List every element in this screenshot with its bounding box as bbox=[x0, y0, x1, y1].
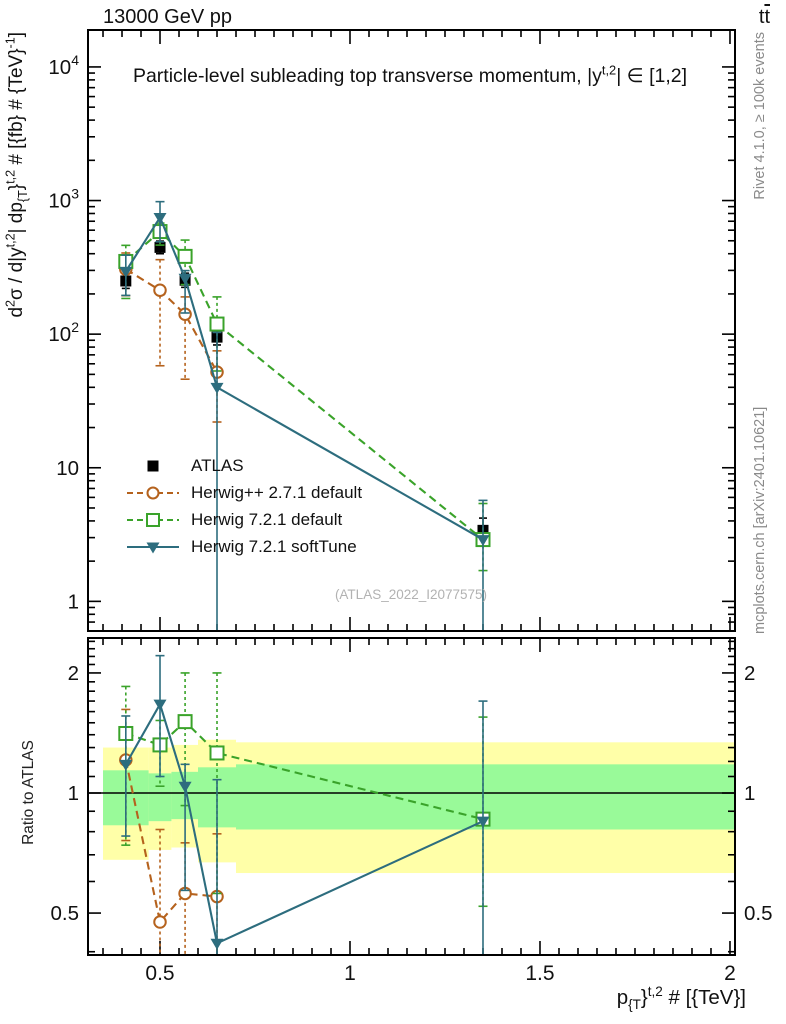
legend-marker-atlas-icon bbox=[147, 460, 159, 471]
legend-item-herwig7-default: Herwig 7.2.1 default bbox=[126, 506, 362, 533]
legend-label: ATLAS bbox=[191, 455, 244, 475]
svg-text:0.5: 0.5 bbox=[145, 962, 174, 985]
legend-item-herwigpp: Herwig++ 2.7.1 default bbox=[126, 479, 362, 506]
data-stat-uncertainty-band bbox=[148, 773, 172, 822]
y-tick-labels: 0.5 1 2 bbox=[744, 662, 773, 925]
x-tick-labels: 0.5 1 1.5 2 bbox=[145, 962, 735, 985]
y-axis-ticks bbox=[88, 66, 735, 632]
plot-title: Particle-level subleading top transverse… bbox=[132, 62, 688, 87]
series-herwig-7-2-1-softtune bbox=[119, 654, 490, 954]
series-herwig-2-7-1-default bbox=[119, 252, 224, 423]
y-axis-label: d2σ / d|yt,2| dp{T}t,2 # [{fb} # {TeV}-1… bbox=[3, 32, 30, 318]
legend-item-herwig7-softtune: Herwig 7.2.1 softTune bbox=[126, 533, 362, 560]
svg-text:10: 10 bbox=[56, 457, 79, 480]
x-axis-label: p{T}t,2 # [{TeV}] bbox=[616, 984, 746, 1013]
y-tick-labels: 0.5 1 2 bbox=[51, 662, 80, 925]
svg-text:2: 2 bbox=[68, 662, 79, 685]
legend-marker-herwigpp-icon bbox=[127, 486, 179, 499]
svg-text:1: 1 bbox=[744, 782, 755, 805]
svg-text:1: 1 bbox=[68, 782, 79, 805]
svg-text:0.5: 0.5 bbox=[51, 902, 80, 925]
svg-text:1: 1 bbox=[344, 962, 356, 985]
legend-label: Herwig 7.2.1 softTune bbox=[191, 536, 357, 556]
legend-swatch bbox=[127, 512, 179, 527]
svg-text:0.5: 0.5 bbox=[744, 902, 773, 925]
legend-item-atlas: ATLAS bbox=[126, 452, 362, 479]
mcplots-reference-label: mcplots.cern.ch [arXiv:2401.10621] bbox=[752, 406, 768, 634]
svg-text:103: 103 bbox=[48, 186, 79, 213]
rivet-version-label: Rivet 4.1.0, ≥ 100k events bbox=[752, 32, 768, 200]
svg-text:2: 2 bbox=[724, 962, 736, 985]
y-tick-labels: 1 10 102 103 104 bbox=[48, 52, 79, 613]
series-herwig-7-2-1-softtune bbox=[119, 200, 490, 630]
svg-text:104: 104 bbox=[48, 52, 79, 79]
legend-swatch bbox=[147, 460, 159, 471]
y-axis-ticks bbox=[88, 640, 735, 953]
ratio-y-axis-label: Ratio to ATLAS bbox=[20, 740, 37, 845]
legend-swatch bbox=[127, 486, 179, 499]
main-panel-frame bbox=[87, 29, 736, 632]
ratio-panel-frame bbox=[87, 637, 736, 956]
svg-text:102: 102 bbox=[48, 319, 79, 346]
legend-swatch bbox=[127, 542, 179, 553]
beam-energy-label: 13000 GeV pp bbox=[103, 6, 232, 28]
legend: ATLAS Herwig++ 2.7.1 default Herwig 7.2.… bbox=[126, 452, 362, 560]
analysis-id-watermark: (ATLAS_2022_I2077575) bbox=[334, 587, 488, 602]
svg-text:1.5: 1.5 bbox=[525, 962, 554, 985]
legend-marker-herwig7-default-icon bbox=[127, 512, 179, 527]
x-axis-ticks bbox=[102, 638, 731, 955]
svg-text:1: 1 bbox=[68, 590, 79, 613]
legend-label: Herwig++ 2.7.1 default bbox=[191, 482, 363, 502]
legend-label: Herwig 7.2.1 default bbox=[191, 509, 343, 529]
svg-text:2: 2 bbox=[744, 662, 755, 685]
x-axis-ticks bbox=[102, 30, 731, 631]
legend-marker-herwig7-softtune-icon bbox=[127, 542, 179, 553]
process-label: tt bbox=[758, 6, 770, 28]
